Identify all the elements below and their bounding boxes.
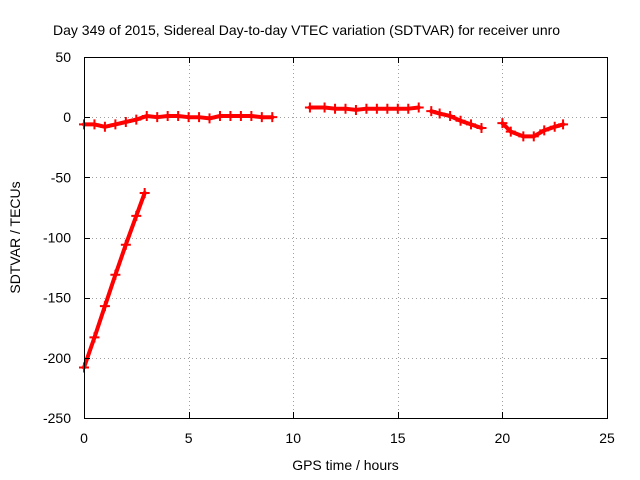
data-point [173,110,184,121]
data-point [89,119,100,130]
data-point [319,102,330,113]
data-point [139,187,150,198]
y-tick-label: -150 [43,290,71,306]
x-tick-label: 25 [599,430,615,446]
data-point [434,108,445,119]
y-tick-label: -250 [43,410,71,426]
series-segment-5 [497,118,569,142]
data-point [361,103,372,114]
data-point [162,110,173,121]
x-tick-label: 0 [80,430,88,446]
data-point [120,239,131,250]
data-point [267,112,278,123]
data-point [497,118,508,129]
data-point [99,121,110,132]
data-point [235,110,246,121]
data-point [528,131,539,142]
data-series [79,102,569,373]
data-point [120,116,131,127]
data-point [382,103,393,114]
data-point [549,121,560,132]
data-point [445,110,456,121]
series-segment-4 [426,106,487,133]
data-point [426,106,437,117]
y-tick-label: 50 [55,49,71,65]
x-tick-label: 20 [495,430,511,446]
data-point [476,122,487,133]
axis-ticks: 0 5 10 15 20 25 -250 -200 -150 -100 -50 0 50 [43,49,615,446]
data-point [304,102,315,113]
data-point [141,110,152,121]
data-point [455,115,466,126]
x-tick-label: 10 [285,430,301,446]
data-point [350,104,361,115]
data-point [204,113,215,124]
data-point [256,112,267,123]
data-point [246,110,257,121]
x-tick-label: 15 [390,430,406,446]
chart-title: Day 349 of 2015, Sidereal Day-to-day VTE… [53,22,560,38]
data-point [225,110,236,121]
grid-lines [84,57,607,418]
data-point [183,112,194,123]
data-point [99,301,110,312]
series-segment-3 [304,102,424,115]
data-point [131,114,142,125]
data-point [413,102,424,113]
data-point [539,125,550,136]
data-point [131,210,142,221]
data-point [558,119,569,130]
data-point [152,112,163,123]
data-point [89,332,100,343]
data-point [340,103,351,114]
data-point [403,103,414,114]
y-tick-label: 0 [63,109,71,125]
data-point [110,269,121,280]
data-point [466,119,477,130]
data-point [518,131,529,142]
data-point [214,110,225,121]
data-point [194,112,205,123]
data-point [505,126,516,137]
series-segment-1 [79,187,150,373]
data-point [392,103,403,114]
data-point [371,103,382,114]
series-segment-2 [79,110,278,132]
data-point [110,119,121,130]
data-point [330,103,341,114]
y-axis-label: SDTVAR / TECUs [7,181,23,293]
x-tick-label: 5 [185,430,193,446]
x-axis-label: GPS time / hours [292,457,399,473]
y-tick-label: -200 [43,350,71,366]
y-tick-label: -100 [43,230,71,246]
y-tick-label: -50 [51,169,71,185]
